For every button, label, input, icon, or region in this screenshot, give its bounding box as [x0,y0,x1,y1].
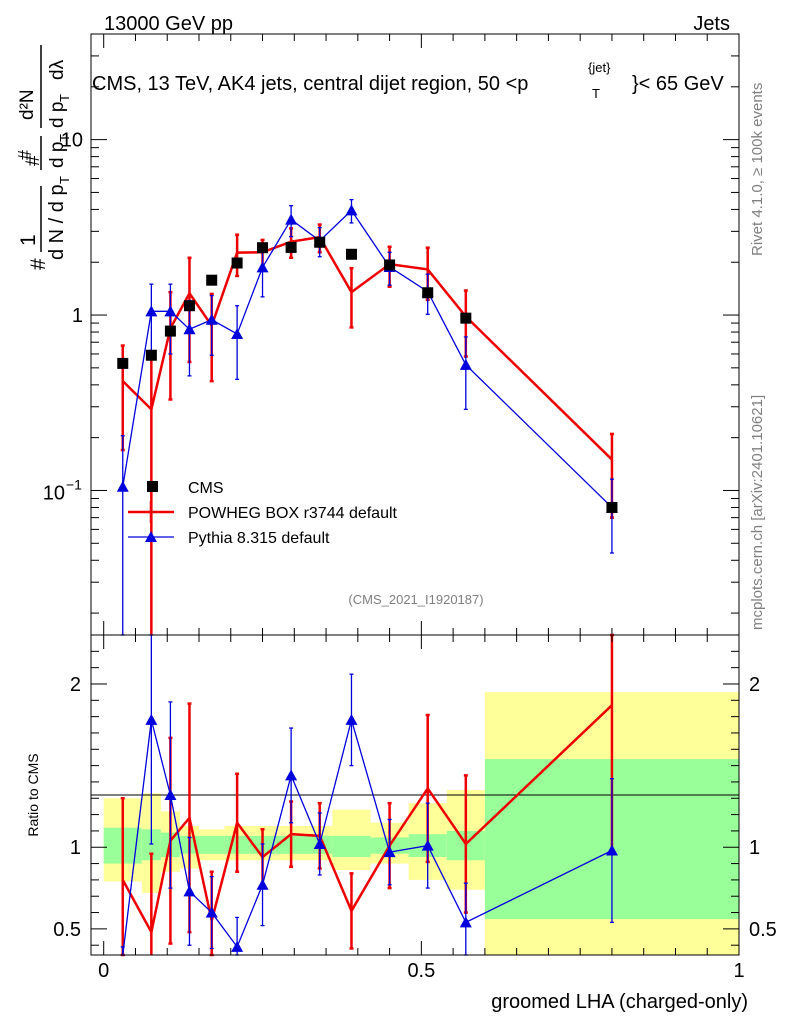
main-y-tick-label: 10 [61,130,83,152]
main-y-tick-label-exp: −1 [66,476,82,492]
cms-data-point [384,259,396,271]
x-axis-label: groomed LHA (charged-only) [491,991,748,1013]
ylabel-hash1: # [27,258,50,270]
plot-title: CMS, 13 TeV, AK4 jets, central dijet reg… [92,60,724,101]
ratio-pythia-marker [256,878,269,890]
legend-pythia-marker [145,531,157,542]
mcplots-label: mcplots.cern.ch [arXiv:2401.10621] [749,395,766,630]
powheg-line [121,235,613,461]
x-tick-label: 1 [733,960,744,982]
pythia-marker [205,313,218,325]
x-tick-label: 0 [98,960,109,982]
main-y-tick-label-base: 10 [43,482,65,504]
ratio-pythia-line [122,717,613,956]
main-axis-ticks [91,33,740,635]
cms-data-point [117,357,129,369]
pythia-marker [183,323,196,335]
cms-data-point [206,274,218,286]
ratio-uncertainty-bands [103,692,739,955]
ylabel-sub-t2: T [57,134,72,142]
pythia-marker [256,261,269,273]
rivet-label: Rivet 4.1.0, ≥ 100k events [749,83,766,256]
ratio-pythia-marker [231,940,244,952]
ylabel-sub-t1: T [57,176,72,184]
cms-data-point [164,325,176,337]
ratio-y-tick-label-right: 1 [749,837,760,859]
legend-cms-marker [147,481,158,492]
title-main: CMS, 13 TeV, AK4 jets, central dijet reg… [92,73,528,95]
title-sub: T [592,86,600,101]
cms-data-point [183,300,195,312]
ratio-axis-ticks [91,635,740,955]
cms-data-point [231,257,243,269]
cms-data-point [460,312,472,324]
main-y-tick-label: 1 [72,305,83,327]
ratio-pythia-marker [285,769,298,781]
legend-powheg-label: POWHEG BOX r3744 default [188,505,398,522]
powheg-series [120,223,614,635]
band-inner [199,835,225,854]
pythia-marker [345,204,358,216]
ratio-pythia-marker [421,839,434,851]
ratio-y-axis-label: Ratio to CMS [25,753,41,836]
cms-data-point [422,287,434,299]
ylabel-hash3: # [15,150,35,160]
ratio-pythia-series [120,634,618,956]
pythia-marker [285,213,298,225]
pythia-marker [231,327,244,339]
ratio-tick-labels: 0.5 0.51 12 20 0.5 1 [53,674,777,982]
ratio-y-tick-label-left: 2 [70,674,81,696]
title-end: }< 65 GeV [632,73,724,95]
legend: CMS POWHEG BOX r3744 default Pythia 8.31… [128,480,398,547]
cms-data-point [257,242,269,254]
x-tick-label: 0.5 [407,960,435,982]
ylabel-dlambda: dλ [47,59,68,80]
legend-pythia-label: Pythia 8.315 default [188,530,330,547]
pythia-marker [116,480,129,492]
title-sup: {jet} [588,60,611,75]
pythia-marker [459,358,472,370]
ratio-y-tick-label-left: 1 [70,837,81,859]
ratio-y-tick-label-left: 0.5 [53,919,81,941]
ratio-pythia-marker [313,837,326,849]
cms-data-point [606,501,618,513]
ylabel-sub-t3: T [57,94,72,102]
ratio-pythia-marker [145,713,158,725]
header-left: 13000 GeV pp [104,13,233,35]
main-y-axis-label: # 1 d N / d p T # # d p T d²N d p T dλ [15,45,72,270]
cms-data-point [145,349,157,361]
analysis-tag: (CMS_2021_I1920187) [348,592,483,607]
ratio-powheg-line [121,704,613,936]
cms-data-point [314,236,326,248]
ylabel-one: 1 [17,234,40,246]
cms-data-point [285,241,297,253]
pythia-marker [164,305,177,317]
ratio-pythia-marker [383,846,396,858]
ratio-pythia-marker [605,844,618,856]
ratio-pythia-marker [164,789,177,800]
ratio-pythia-marker [459,916,472,928]
pythia-marker [145,305,158,317]
legend-cms-label: CMS [188,480,224,497]
ylabel-dpt2: d p [47,102,68,128]
header-right: Jets [693,13,730,35]
ratio-pythia-marker [183,885,196,897]
cms-data-point [345,248,357,260]
ylabel-dn: d N / d p [46,184,68,260]
ylabel-dpt: d p [47,142,68,168]
cms-data-series [117,236,618,513]
pythia-line [122,209,613,508]
band-inner [141,829,161,861]
band-inner [332,835,371,858]
ratio-pythia-marker [205,906,218,918]
ratio-panel-frame [90,634,740,956]
ylabel-hash2: # [23,155,44,166]
pythia-series [116,198,618,636]
ratio-y-tick-label-right: 2 [749,674,760,696]
ratio-y-tick-label-right: 0.5 [749,919,777,941]
ylabel-d2n: d²N [17,89,38,120]
ratio-pythia-marker [345,713,358,725]
